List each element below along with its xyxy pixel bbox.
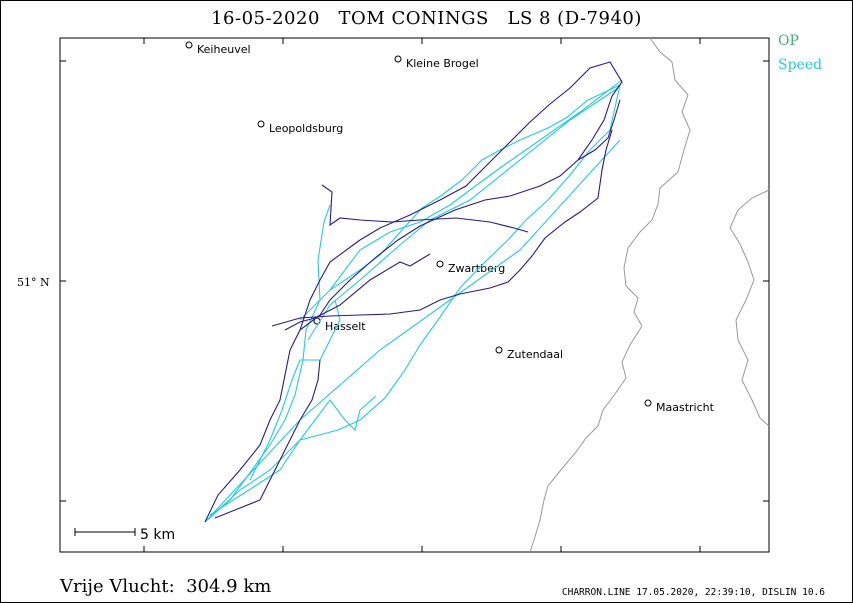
border-line-east (729, 189, 770, 427)
scale-bar: 5 km (74, 527, 175, 543)
svg-text:Keiheuvel: Keiheuvel (197, 43, 251, 56)
legend-op: OP (778, 33, 799, 49)
legend-speed: Speed (778, 57, 823, 73)
svg-text:Kleine Brogel: Kleine Brogel (406, 57, 479, 70)
map-title: 16-05-2020 TOM CONINGS LS 8 (D-7940) (211, 8, 642, 29)
svg-text:Leopoldsburg: Leopoldsburg (269, 122, 343, 135)
track-speed (204, 79, 623, 523)
border-line (529, 37, 691, 553)
place-keiheuvel: Keiheuvel (185, 41, 251, 56)
place-leopoldsburg: Leopoldsburg (257, 120, 343, 135)
svg-text:Zutendaal: Zutendaal (507, 348, 563, 361)
place-zutendaal: Zutendaal (495, 346, 563, 361)
svg-text:Zwartberg: Zwartberg (448, 262, 505, 275)
axis-ticks (60, 38, 769, 552)
svg-text:Maastricht: Maastricht (656, 401, 715, 414)
map-frame (59, 37, 770, 553)
place-zwartberg: Zwartberg (436, 260, 505, 275)
latitude-label: 51° N (17, 276, 50, 289)
place-maastricht: Maastricht (644, 399, 715, 414)
place-kleine-brogel: Kleine Brogel (394, 55, 479, 70)
footer-info: CHARRON.LINE 17.05.2020, 22:39:10, DISLI… (561, 587, 825, 598)
svg-text:5 km: 5 km (140, 527, 175, 543)
distance-label: Vrije Vlucht: 304.9 km (60, 576, 272, 597)
track-op (204, 61, 623, 523)
svg-text:Hasselt: Hasselt (325, 320, 366, 333)
